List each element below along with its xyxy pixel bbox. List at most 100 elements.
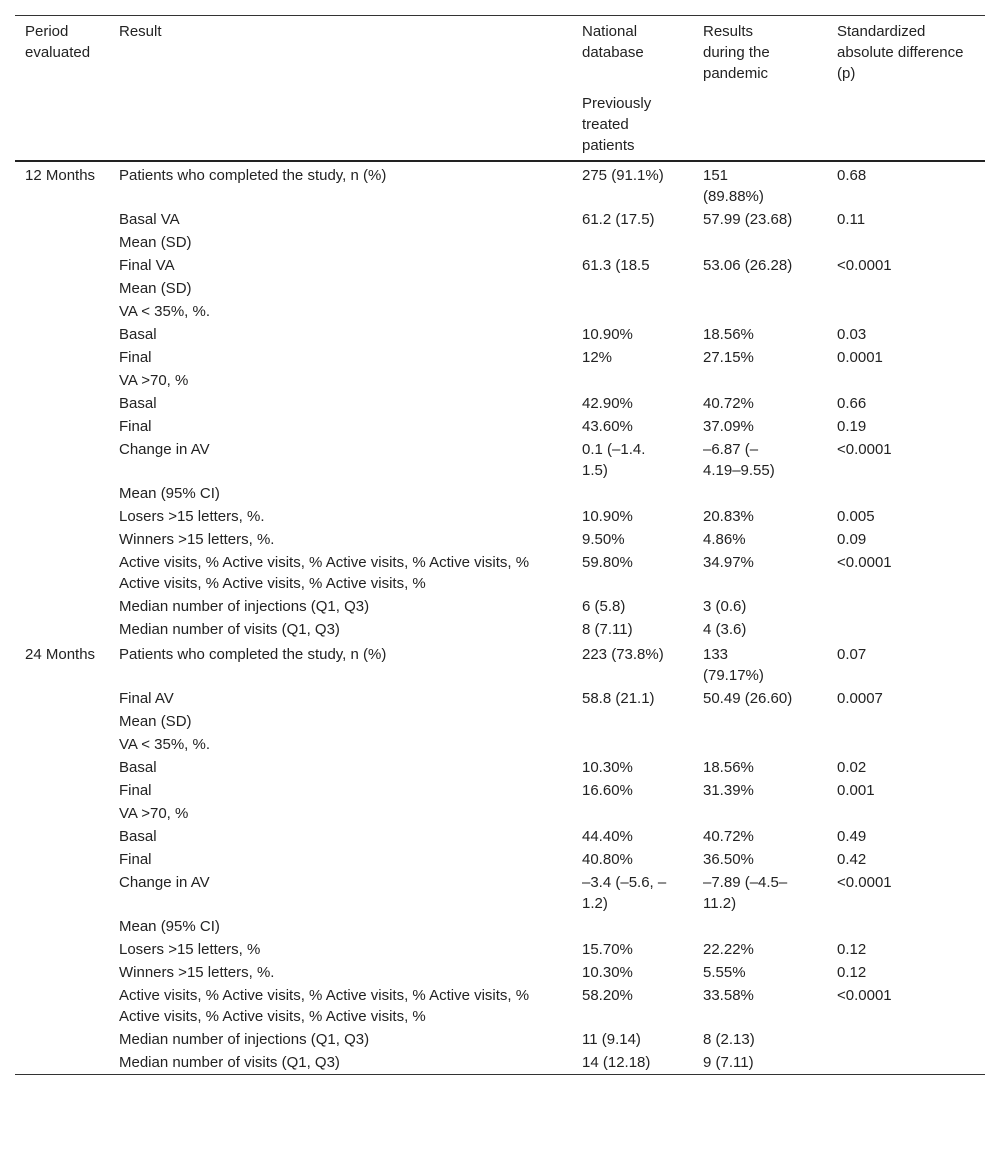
national-cell: 61.3 (18.5 — [582, 257, 650, 274]
subheader-row: Previously treated patients — [15, 85, 985, 161]
result-cell: Basal — [119, 759, 157, 776]
table-row: Basal VA 61.2 (17.5) 57.99 (23.68) 0.11 — [15, 208, 985, 231]
p-value-cell: <0.0001 — [837, 874, 892, 891]
empty-cell — [15, 756, 109, 779]
p-value-cell: <0.0001 — [837, 441, 892, 458]
column-header: Results during the pandemic — [703, 23, 770, 82]
result-cell: Final VA — [119, 257, 175, 274]
table-row: Active visits, % Active visits, % Active… — [15, 984, 985, 1028]
empty-cell — [15, 346, 109, 369]
column-subheader: Previously treated patients — [582, 95, 652, 154]
empty-cell — [827, 231, 985, 254]
p-value-cell: 0.68 — [837, 167, 867, 184]
national-cell: 10.90% — [582, 508, 633, 525]
empty-cell — [15, 984, 109, 1028]
empty-cell — [15, 710, 109, 733]
result-cell: Mean (SD) — [119, 280, 192, 297]
empty-cell — [693, 710, 827, 733]
pandemic-cell: 8 (2.13) — [703, 1031, 755, 1048]
empty-cell — [15, 618, 109, 641]
empty-cell — [827, 1028, 985, 1051]
p-value-cell: 0.0001 — [837, 349, 883, 366]
result-cell: Basal — [119, 395, 157, 412]
empty-cell — [693, 482, 827, 505]
pandemic-cell: 37.09% — [703, 418, 754, 435]
result-cell: Mean (95% CI) — [119, 918, 220, 935]
table-row: Mean (95% CI) — [15, 482, 985, 505]
result-cell: Active visits, % Active visits, % Active… — [119, 987, 530, 1025]
table-body: 12 Months Patients who completed the stud… — [15, 161, 985, 1075]
table-row: Mean (SD) — [15, 231, 985, 254]
pandemic-cell: 27.15% — [703, 349, 754, 366]
result-cell: Change in AV — [119, 441, 210, 458]
p-value-cell: 0.12 — [837, 964, 867, 981]
result-cell: Active visits, % Active visits, % Active… — [119, 554, 530, 592]
empty-cell — [15, 825, 109, 848]
table-row: VA < 35%, %. — [15, 733, 985, 756]
empty-cell — [827, 915, 985, 938]
national-cell: 10.90% — [582, 326, 633, 343]
national-cell: 16.60% — [582, 782, 633, 799]
p-value-cell: 0.005 — [837, 508, 875, 525]
p-value-cell: 0.12 — [837, 941, 867, 958]
national-cell: 10.30% — [582, 964, 633, 981]
national-cell: 43.60% — [582, 418, 633, 435]
pandemic-cell: –7.89 (–4.5–11.2) — [703, 874, 788, 912]
pandemic-cell: 31.39% — [703, 782, 754, 799]
pandemic-cell: 3 (0.6) — [703, 598, 747, 615]
period-cell: 24 Months — [25, 646, 96, 663]
empty-cell — [572, 710, 693, 733]
p-value-cell: 0.07 — [837, 646, 867, 663]
p-value-cell: 0.001 — [837, 782, 875, 799]
empty-cell — [572, 802, 693, 825]
pandemic-cell: 18.56% — [703, 326, 754, 343]
pandemic-cell: 22.22% — [703, 941, 754, 958]
pandemic-cell: 57.99 (23.68) — [703, 211, 793, 228]
national-cell: 223 (73.8%) — [582, 646, 664, 663]
pandemic-cell: 53.06 (26.28) — [703, 257, 793, 274]
p-value-cell: 0.19 — [837, 418, 867, 435]
table-row: Final 12% 27.15% 0.0001 — [15, 346, 985, 369]
pandemic-cell: 50.49 (26.60) — [703, 690, 793, 707]
empty-cell — [693, 277, 827, 300]
national-cell: 58.20% — [582, 987, 633, 1004]
column-header: Result — [119, 23, 162, 40]
table-row: Winners >15 letters, %. 9.50% 4.86% 0.09 — [15, 528, 985, 551]
result-cell: VA >70, % — [119, 372, 189, 389]
empty-cell — [827, 733, 985, 756]
national-cell: 61.2 (17.5) — [582, 211, 655, 228]
table-row: Basal 44.40% 40.72% 0.49 — [15, 825, 985, 848]
empty-cell — [693, 369, 827, 392]
table-row: VA >70, % — [15, 802, 985, 825]
empty-cell — [827, 618, 985, 641]
empty-cell — [572, 369, 693, 392]
empty-cell — [15, 779, 109, 802]
national-cell: 8 (7.11) — [582, 621, 633, 638]
result-cell: Patients who completed the study, n (%) — [119, 167, 387, 184]
table-header: Period evaluated Result National databas… — [15, 15, 985, 161]
result-cell: Basal — [119, 326, 157, 343]
p-value-cell: 0.11 — [837, 211, 866, 228]
national-cell: 6 (5.8) — [582, 598, 626, 615]
empty-cell — [15, 1028, 109, 1051]
result-cell: Final AV — [119, 690, 174, 707]
empty-cell — [827, 482, 985, 505]
result-cell: Median number of visits (Q1, Q3) — [119, 621, 340, 638]
table-row: Change in AV 0.1 (–1.4. 1.5) –6.87 (–4.19–… — [15, 438, 985, 482]
empty-cell — [693, 802, 827, 825]
empty-cell — [15, 415, 109, 438]
national-cell: 0.1 (–1.4. 1.5) — [582, 441, 646, 479]
table-row: Median number of injections (Q1, Q3) 11 (… — [15, 1028, 985, 1051]
table-row: Mean (SD) — [15, 277, 985, 300]
pandemic-cell: 20.83% — [703, 508, 754, 525]
result-cell: Patients who completed the study, n (%) — [119, 646, 387, 663]
empty-cell — [572, 482, 693, 505]
pandemic-cell: 151 (89.88%) — [703, 167, 764, 205]
result-cell: VA >70, % — [119, 805, 189, 822]
empty-cell — [15, 848, 109, 871]
result-cell: Basal — [119, 828, 157, 845]
pandemic-cell: 34.97% — [703, 554, 754, 571]
empty-cell — [827, 277, 985, 300]
result-cell: Median number of visits (Q1, Q3) — [119, 1054, 340, 1071]
p-value-cell: 0.09 — [837, 531, 867, 548]
